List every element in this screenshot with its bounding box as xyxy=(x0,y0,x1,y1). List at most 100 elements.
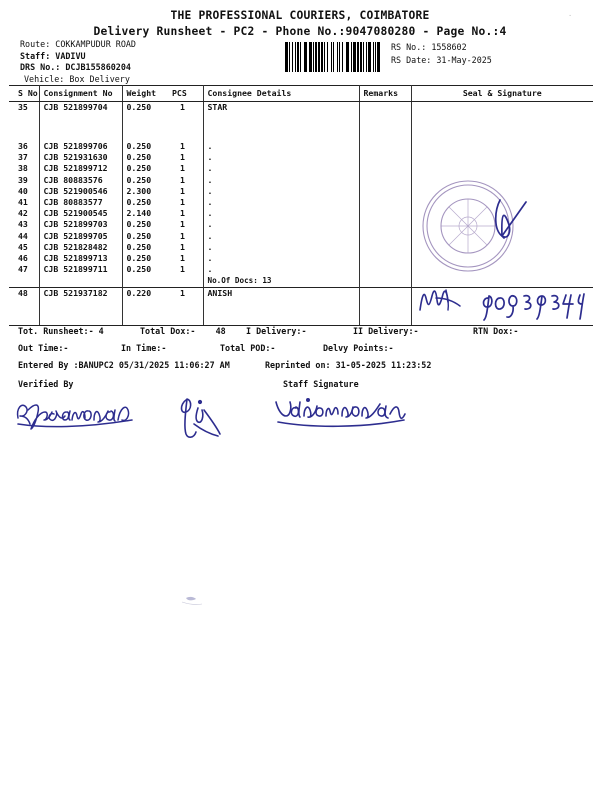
cell-consignment-no: CJB 521828482 xyxy=(38,241,122,254)
docs-count-row: No.Of Docs: 13 xyxy=(9,275,593,288)
ii-delivery: II Delivery:- xyxy=(353,325,419,336)
cell-consignee: ANISH xyxy=(202,286,359,299)
table-row: 38 CJB 521899712 0.250 1. xyxy=(9,163,593,175)
total-pod: Total POD:- xyxy=(220,342,276,353)
cell-weight: 0.250 xyxy=(121,241,170,254)
cell-pcs: 1 xyxy=(180,241,185,252)
cell-weight: 0.250 xyxy=(121,141,170,153)
cell-seal-signature xyxy=(410,141,593,153)
cell-consignee: . xyxy=(202,197,359,209)
col-header-sno: S No xyxy=(9,85,39,102)
table-row: 46 CJB 521899713 0.250 1. xyxy=(9,253,593,265)
table-row: 37 CJB 521931630 0.250 1. xyxy=(9,152,593,164)
cell-sno: 35 xyxy=(18,101,28,112)
header-right-details: RS No.: 1558602 RS Date: 31-May-2025 xyxy=(391,41,492,66)
cell-consignee: . xyxy=(202,152,359,164)
cell-remarks xyxy=(358,264,411,276)
cell-remarks xyxy=(358,208,411,220)
cell-remarks xyxy=(358,141,411,153)
verified-by-label: Verified By xyxy=(18,378,74,389)
cell-remarks xyxy=(358,101,411,141)
cell-weight: 0.250 xyxy=(121,253,170,265)
table-header-row: S No Consignment No Weight PCS Consignee… xyxy=(9,85,593,102)
cell-remarks xyxy=(358,152,411,164)
rubber-stamp: · xyxy=(418,176,518,276)
cell-consignee: . xyxy=(202,253,359,265)
cell-sno: 38 xyxy=(18,163,28,174)
in-time: In Time:- xyxy=(121,342,167,353)
header-meta-row: Route: COKKAMPUDUR ROAD Staff: VADIVU DR… xyxy=(8,39,592,85)
cell-consignment-no: CJB 80883576 xyxy=(38,174,122,186)
cell-consignment-no: CJB 521899706 xyxy=(38,141,122,153)
rs-date-field: RS Date: 31-May-2025 xyxy=(391,54,492,65)
cell-sno: 40 xyxy=(18,185,28,196)
cell-consignment-no: CJB 521899713 xyxy=(38,253,122,265)
cell-consignee: . xyxy=(202,208,359,220)
i-delivery: I Delivery:- xyxy=(246,325,307,336)
route-field: Route: COKKAMPUDUR ROAD xyxy=(20,39,136,49)
consignment-table: S No Consignment No Weight PCS Consignee… xyxy=(9,85,593,325)
cell-remarks xyxy=(358,253,411,265)
company-title: THE PROFESSIONAL COURIERS, COIMBATORE xyxy=(170,9,430,22)
staff-signature xyxy=(272,396,412,430)
barcode-image xyxy=(285,42,381,72)
cell-weight: 0.250 xyxy=(121,197,170,209)
cell-consignee: . xyxy=(202,241,359,254)
cell-weight: 0.250 xyxy=(121,163,170,175)
header-left-details: Route: COKKAMPUDUR ROAD Staff: VADIVU DR… xyxy=(20,39,136,85)
col-header-consignee: Consignee Details xyxy=(202,85,359,102)
cell-sno: 41 xyxy=(18,197,28,208)
cell-pcs: 1 xyxy=(180,219,185,230)
cell-consignment-no: CJB 521937182 xyxy=(38,286,122,299)
cell-seal-signature xyxy=(410,163,593,175)
cell-pcs: 1 xyxy=(180,174,185,185)
cell-consignment-no: CJB 521899712 xyxy=(38,163,122,175)
cell-sno: 48 xyxy=(9,286,39,299)
cell-remarks xyxy=(358,241,411,254)
verified-by-signature xyxy=(14,398,149,432)
col-header-pcs: PCS xyxy=(170,85,203,102)
table-row-final: 48 CJB 521937182 0.220 1 ANISH xyxy=(9,286,593,299)
table-row: 36 CJB 521899706 0.250 1. xyxy=(9,141,593,153)
cell-consignee: . xyxy=(202,163,359,175)
cell-consignment-no: CJB 521931630 xyxy=(38,152,122,164)
cell-consignment-no: CJB 80883577 xyxy=(38,197,122,209)
total-dox: Total Dox:- 48 xyxy=(140,325,226,336)
docs-count-label: No.Of Docs: 13 xyxy=(202,275,359,288)
rs-no-field: RS No.: 1558602 xyxy=(391,42,467,52)
cell-pcs: 1 xyxy=(180,163,185,174)
col-header-seal-signature: Seal & Signature xyxy=(410,85,593,102)
cell-seal-signature xyxy=(410,241,593,254)
document-header: THE PROFESSIONAL COURIERS, COIMBATORE De… xyxy=(8,0,592,38)
table-row: 39 CJB 80883576 0.250 1. xyxy=(9,174,593,186)
cell-consignee: . xyxy=(202,264,359,276)
cell-pcs: 1 xyxy=(180,152,185,163)
entered-by-text: Entered By :BANUPC2 05/31/2025 11:06:27 … xyxy=(18,359,230,370)
cell-consignment-no: CJB 521899704 xyxy=(38,101,122,141)
cell-seal-signature xyxy=(410,174,593,186)
totals-section: Tot. Runsheet:- 4 Total Dox:- 48 I Deliv… xyxy=(18,326,592,360)
entered-reprinted-line: Entered By :BANUPC2 05/31/2025 11:06:27 … xyxy=(18,360,592,379)
col-header-consignment-no: Consignment No xyxy=(38,85,122,102)
cell-pcs: 1 xyxy=(180,101,185,112)
cell-pcs: 1 xyxy=(180,253,185,264)
cell-pcs: 1 xyxy=(180,197,185,208)
cell-remarks xyxy=(358,286,411,299)
table-row: 40 CJB 521900546 2.300 1. xyxy=(9,185,593,198)
cell-consignee: . xyxy=(202,185,359,198)
cell-remarks xyxy=(358,185,411,198)
reprinted-on-text: Reprinted on: 31-05-2025 11:23:52 xyxy=(265,359,432,370)
ink-smudge-artifact xyxy=(178,592,208,608)
cell-sno: 46 xyxy=(18,253,28,264)
cell-weight: 0.220 xyxy=(121,286,170,299)
cell-weight: 2.140 xyxy=(121,208,170,220)
totals-line-1: Tot. Runsheet:- 4 Total Dox:- 48 I Deliv… xyxy=(18,326,592,343)
cell-pcs: 1 xyxy=(180,141,185,151)
cell-weight: 0.250 xyxy=(121,264,170,276)
cell-weight: 2.300 xyxy=(121,185,170,198)
cell-consignment-no: CJB 521900545 xyxy=(38,208,122,220)
cell-consignee: STAR xyxy=(202,101,359,141)
table-row: 35 CJB 521899704 0.250 1 STAR xyxy=(9,101,593,141)
cell-remarks xyxy=(358,230,411,242)
